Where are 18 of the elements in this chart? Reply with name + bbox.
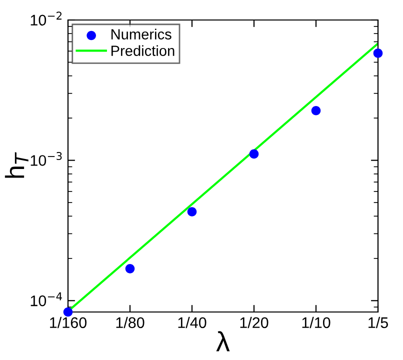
x-tick-label: 1/80 (116, 316, 144, 328)
x-tick-label: 1/160 (50, 316, 87, 328)
x-axis-title: λ (216, 331, 230, 352)
x-tick-label: 1/40 (178, 316, 206, 328)
point (125, 264, 135, 274)
point (249, 149, 259, 159)
y-tick-label: 10$^{−3}$ (30, 152, 62, 166)
point (373, 48, 383, 58)
y-axis-title: h$_{T}$ (4, 152, 28, 178)
legend-label: Prediction (111, 45, 174, 56)
y-tick-label: 10$^{−2}$ (30, 12, 62, 26)
point (187, 207, 197, 216)
x-tick-label: 1/20 (240, 316, 268, 328)
point (311, 106, 321, 116)
legend-label: Numerics (111, 28, 172, 40)
x-tick-label: 1/10 (302, 316, 330, 328)
x-tick-label: 1/5 (368, 316, 388, 328)
y-tick-label: 10$^{−4}$ (30, 292, 62, 306)
